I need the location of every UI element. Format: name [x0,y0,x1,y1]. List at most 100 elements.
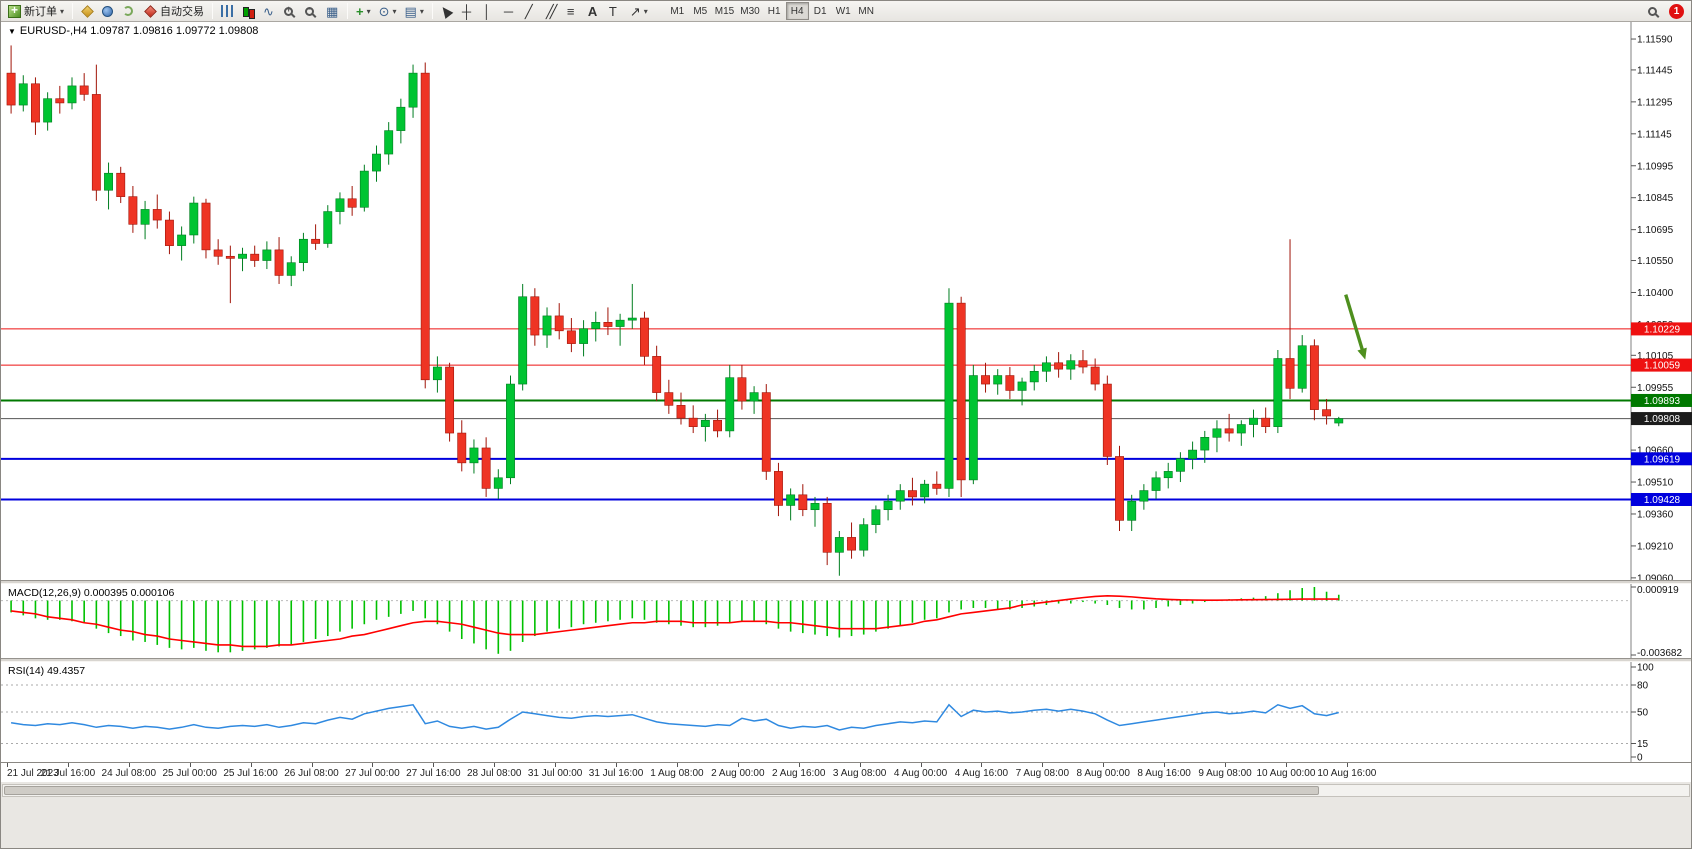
timeframe-mn-button[interactable]: MN [855,2,878,20]
time-axis-tick [1346,763,1348,767]
candle-body [1005,375,1015,391]
candle-body [847,537,856,551]
time-axis-label: 21 Jul 16:00 [40,768,96,779]
candle-body [920,483,930,498]
crosshair-tool-button[interactable]: ┼ [458,2,479,21]
candle-body [311,238,321,244]
time-axis-label: 31 Jul 00:00 [527,768,583,779]
timeframe-w1-button[interactable]: W1 [832,2,855,20]
trendline-button[interactable]: ╱ [521,2,542,21]
rsi-panel: 100 80 50 15 0 RSI(14) 49.4357 [1,662,1691,762]
candle-body [810,503,820,511]
price-chart[interactable]: 1.11590 1.11445 1.11295 1.11145 1.10995 1.108… [1,22,1692,580]
macd-label: MACD(12,26,9) 0.000395 0.000106 [8,587,175,599]
vertical-line-icon: │ [482,3,491,19]
market-watch-button[interactable] [77,2,98,21]
candle-body [1151,477,1161,491]
autotrade-icon [144,4,157,18]
search-icon [1648,6,1657,16]
arrows-tool-button[interactable]: ↗ ▾ [626,2,652,21]
candle-body [55,98,65,104]
zoom-in-button[interactable]: + [280,2,301,21]
time-axis-tick [1103,763,1105,767]
panel-splitter[interactable] [1,580,1691,584]
time-axis-tick [798,763,800,767]
timeframe-d1-button[interactable]: D1 [809,2,832,20]
time-axis-label: 27 Jul 16:00 [406,768,461,779]
price-axis-label: 1.10105 [1637,351,1674,362]
horizontal-scrollbar-thumb[interactable] [4,786,1320,795]
time-axis-tick [981,763,983,767]
text-tool-button[interactable]: A [584,2,605,21]
new-order-button[interactable]: 新订单 ▾ [4,2,68,21]
candle-body [1249,417,1258,425]
candle-body [737,377,747,402]
candle-body [1212,428,1222,438]
indicators-button[interactable]: + ▾ [352,2,375,21]
chart-menu-icon[interactable]: ▼ [8,26,16,36]
timeframe-toolbar: M1 M5 M15 M30 H1 H4 D1 W1 MN [666,2,878,20]
candlestick-chart-button[interactable] [238,2,259,21]
timeframe-m1-button[interactable]: M1 [666,2,689,20]
vertical-line-button[interactable]: │ [479,2,500,21]
price-level-tag [1631,358,1692,372]
search-button[interactable] [1644,2,1665,21]
time-axis-tick [616,763,618,767]
rsi-panel-chart[interactable]: 100 80 50 15 0 [1,662,1692,762]
candle-body [1285,358,1295,389]
time-axis-label: 4 Aug 16:00 [954,768,1009,779]
panel-splitter[interactable] [1,658,1691,662]
timeframe-h4-button[interactable]: H4 [785,2,809,20]
candle-body [104,172,113,191]
candle-body [993,375,1003,385]
candle-body [225,255,235,259]
line-chart-button[interactable]: ∿ [259,2,280,21]
templates-button[interactable]: ▤ ▾ [401,2,428,21]
price-level-tag-label: 1.09428 [1644,495,1681,506]
price-axis-label: 1.10695 [1637,225,1674,236]
price-axis-label: 1.11590 [1637,35,1673,46]
time-axis-label: 28 Jul 08:00 [466,768,522,779]
candle-body [177,234,187,246]
time-axis-tick [920,763,922,767]
candle-body [1054,362,1064,370]
candle-body [152,209,162,221]
price-level-tag-label: 1.09893 [1644,396,1681,407]
candle-body [761,392,771,472]
navigator-button[interactable] [98,2,119,21]
terminal-button[interactable] [119,2,140,21]
candle-body [798,494,808,511]
zoom-out-button[interactable]: − [301,2,322,21]
timeframe-m15-button[interactable]: M15 [712,2,737,20]
text-label-icon: T [608,3,617,19]
horizontal-line-button[interactable]: ─ [500,2,521,21]
candle-body [481,447,491,489]
timeframe-m5-button[interactable]: M5 [689,2,712,20]
candle-body [286,262,296,276]
time-axis-label: 25 Jul 00:00 [162,768,217,779]
time-axis-tick [1285,763,1287,767]
timeframe-m30-button[interactable]: M30 [737,2,762,20]
macd-axis-label: 0.000919 [1637,585,1679,596]
tile-windows-button[interactable]: ▦ [322,2,343,21]
candle-body [1139,490,1149,502]
notification-badge[interactable]: 1 [1669,3,1684,19]
candle-body [652,356,662,393]
caret-down-icon: ▾ [643,6,648,16]
candle-body [774,471,783,506]
time-axis[interactable]: 21 Jul 2023 21 Jul 16:00 24 Jul 08:00 25 Ju… [1,762,1691,782]
caret-down-icon: ▾ [60,6,65,16]
horizontal-scrollbar[interactable] [2,784,1690,797]
periods-button[interactable]: ⊙ ▾ [375,2,401,21]
text-label-button[interactable]: T [605,2,626,21]
candle-body [250,253,260,261]
candle-body [238,253,247,259]
cursor-tool-button[interactable] [437,2,458,21]
price-level-tag [1631,393,1692,407]
autotrade-button[interactable]: 自动交易 [140,2,208,21]
bar-chart-button[interactable] [217,2,238,21]
fibonacci-button[interactable]: ≡ [563,2,584,21]
macd-panel-chart[interactable]: 0.000919 -0.003682 [1,584,1692,658]
timeframe-h1-button[interactable]: H1 [763,2,786,20]
channel-button[interactable]: ╱╱ [542,2,563,21]
